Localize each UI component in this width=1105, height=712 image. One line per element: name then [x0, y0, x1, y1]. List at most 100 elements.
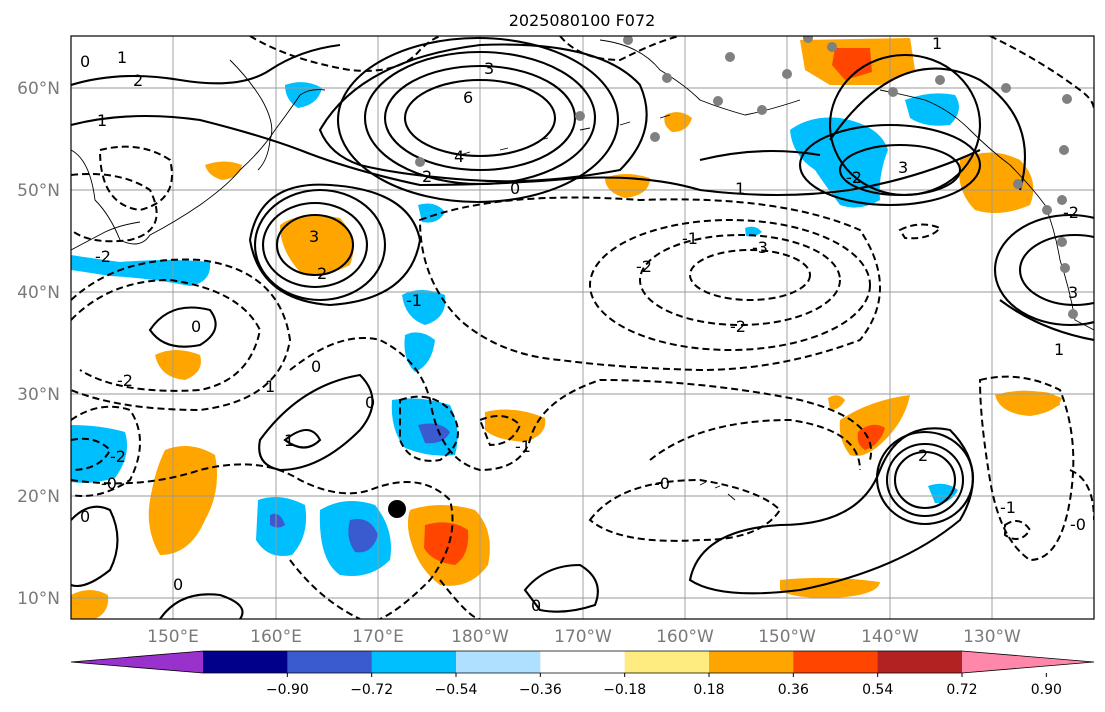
blue-patch — [71, 255, 211, 286]
blue-patch — [790, 117, 888, 208]
lon-label: 140°W — [861, 627, 919, 647]
orange-patch — [959, 152, 1034, 214]
colorbar-extend-high — [962, 651, 1094, 673]
orange-patch — [605, 174, 650, 198]
station-dot — [623, 36, 633, 45]
contour-label: 0 — [531, 596, 541, 615]
lat-label: 10°N — [17, 589, 60, 609]
contour-label: 0 — [311, 357, 321, 376]
station-dot — [713, 96, 723, 106]
colorbar-tick-label: −0.90 — [266, 682, 309, 698]
latitude-axis: 60°N 50°N 40°N 30°N 20°N 10°N — [17, 79, 60, 609]
colorbar-tick-label: −0.72 — [350, 682, 393, 698]
station-dot — [935, 75, 945, 85]
colorbar-segment — [709, 651, 794, 673]
colorbar-segment — [456, 651, 541, 673]
station-dot — [1042, 205, 1052, 215]
contour-label: -1 — [682, 229, 698, 248]
contour-label: 6 — [463, 88, 473, 107]
contour-label: -2 — [117, 371, 133, 390]
station-dot — [415, 157, 425, 167]
colorbar: −0.90 −0.72 −0.54 −0.36 −0.18 0.18 0.36 0.54 0.7… — [70, 650, 1095, 698]
station-dot — [662, 73, 672, 83]
station-dot — [782, 69, 792, 79]
colorbar-tick-label: −0.18 — [603, 682, 646, 698]
lat-label: 60°N — [17, 79, 60, 99]
contour-label: -0 — [101, 474, 117, 493]
station-markers — [388, 36, 1078, 518]
contour-label: -0 — [654, 474, 670, 493]
contour-label: -2 — [95, 247, 111, 266]
lon-label: 130°W — [963, 627, 1021, 647]
colorbar-segment — [203, 651, 288, 673]
contour-label: 1 — [265, 377, 275, 396]
contour-label: 3 — [898, 158, 908, 177]
darkblue-patch — [270, 513, 285, 528]
orange-patch — [148, 446, 218, 555]
colorbar-segment — [371, 651, 457, 673]
station-dot — [1057, 237, 1067, 247]
station-dot — [575, 111, 585, 121]
map-title: 2025080100 F072 — [509, 11, 656, 30]
blue-patch — [402, 290, 446, 325]
colorbar-segment — [877, 651, 963, 673]
map-frame — [70, 35, 1095, 620]
red-patch — [857, 424, 885, 450]
station-dot — [888, 87, 898, 97]
orange-patch — [71, 590, 109, 619]
station-dot — [827, 42, 837, 52]
lon-label: 170°E — [352, 627, 404, 647]
storm-center-marker — [388, 500, 406, 518]
japan-coastline — [71, 221, 141, 251]
station-dot — [1068, 309, 1078, 319]
contour-label: 3 — [1068, 283, 1078, 302]
orange-patch — [485, 409, 546, 442]
orange-patch — [780, 577, 880, 598]
contour-label: -1 — [1000, 498, 1016, 517]
contour-label: -1 — [406, 291, 422, 310]
contour-label: 1 — [117, 48, 127, 67]
hawaii-islands — [699, 481, 736, 501]
contour-label: 2 — [422, 167, 432, 186]
contour-label: 1 — [1054, 340, 1064, 359]
red-patch — [832, 48, 872, 80]
contour-label: 2 — [317, 264, 327, 283]
contour-label: -1 — [515, 437, 531, 456]
station-dot — [757, 105, 767, 115]
contour-label: 0 — [80, 52, 90, 71]
lon-label: 150°E — [147, 627, 199, 647]
contour-label: 3 — [309, 227, 319, 246]
north-america-coastline — [879, 89, 1094, 331]
contour-label: 4 — [454, 147, 464, 166]
lat-label: 50°N — [17, 181, 60, 201]
contour-label: 1 — [97, 111, 107, 130]
station-dot — [1059, 145, 1069, 155]
colorbar-segment — [793, 651, 879, 673]
contour-label: 2 — [133, 71, 143, 90]
lon-label: 160°E — [250, 627, 302, 647]
shaded-anomalies — [71, 38, 1062, 619]
station-dot — [1057, 195, 1067, 205]
contour-label-layer: 6 4 3 3 3 3 2 2 2 2 1 1 1 1 1 1 1 0 0 0 … — [80, 36, 1086, 615]
lat-label: 40°N — [17, 283, 60, 303]
contour-label: -3 — [752, 238, 768, 257]
contour-label: 0 — [510, 179, 520, 198]
red-patch — [424, 522, 469, 565]
colorbar-tick-label: −0.36 — [519, 682, 562, 698]
contour-label: 0 — [191, 317, 201, 336]
contour-lines — [71, 36, 1094, 619]
lon-label: 150°W — [758, 627, 816, 647]
station-dot — [803, 36, 813, 43]
lat-label: 20°N — [17, 487, 60, 507]
colorbar-segment — [287, 651, 373, 673]
colorbar-segment — [624, 651, 710, 673]
colorbar-tick-label: 0.36 — [778, 682, 809, 698]
darkblue-patch — [348, 519, 378, 553]
asia-coastline — [71, 89, 326, 245]
lat-label: 30°N — [17, 385, 60, 405]
orange-patch — [828, 395, 845, 410]
colorbar-tick-label: 0.54 — [862, 682, 893, 698]
longitude-axis: 150°E 160°E 170°E 180°W 170°W 160°W 150°… — [147, 627, 1021, 647]
station-dot — [725, 52, 735, 62]
